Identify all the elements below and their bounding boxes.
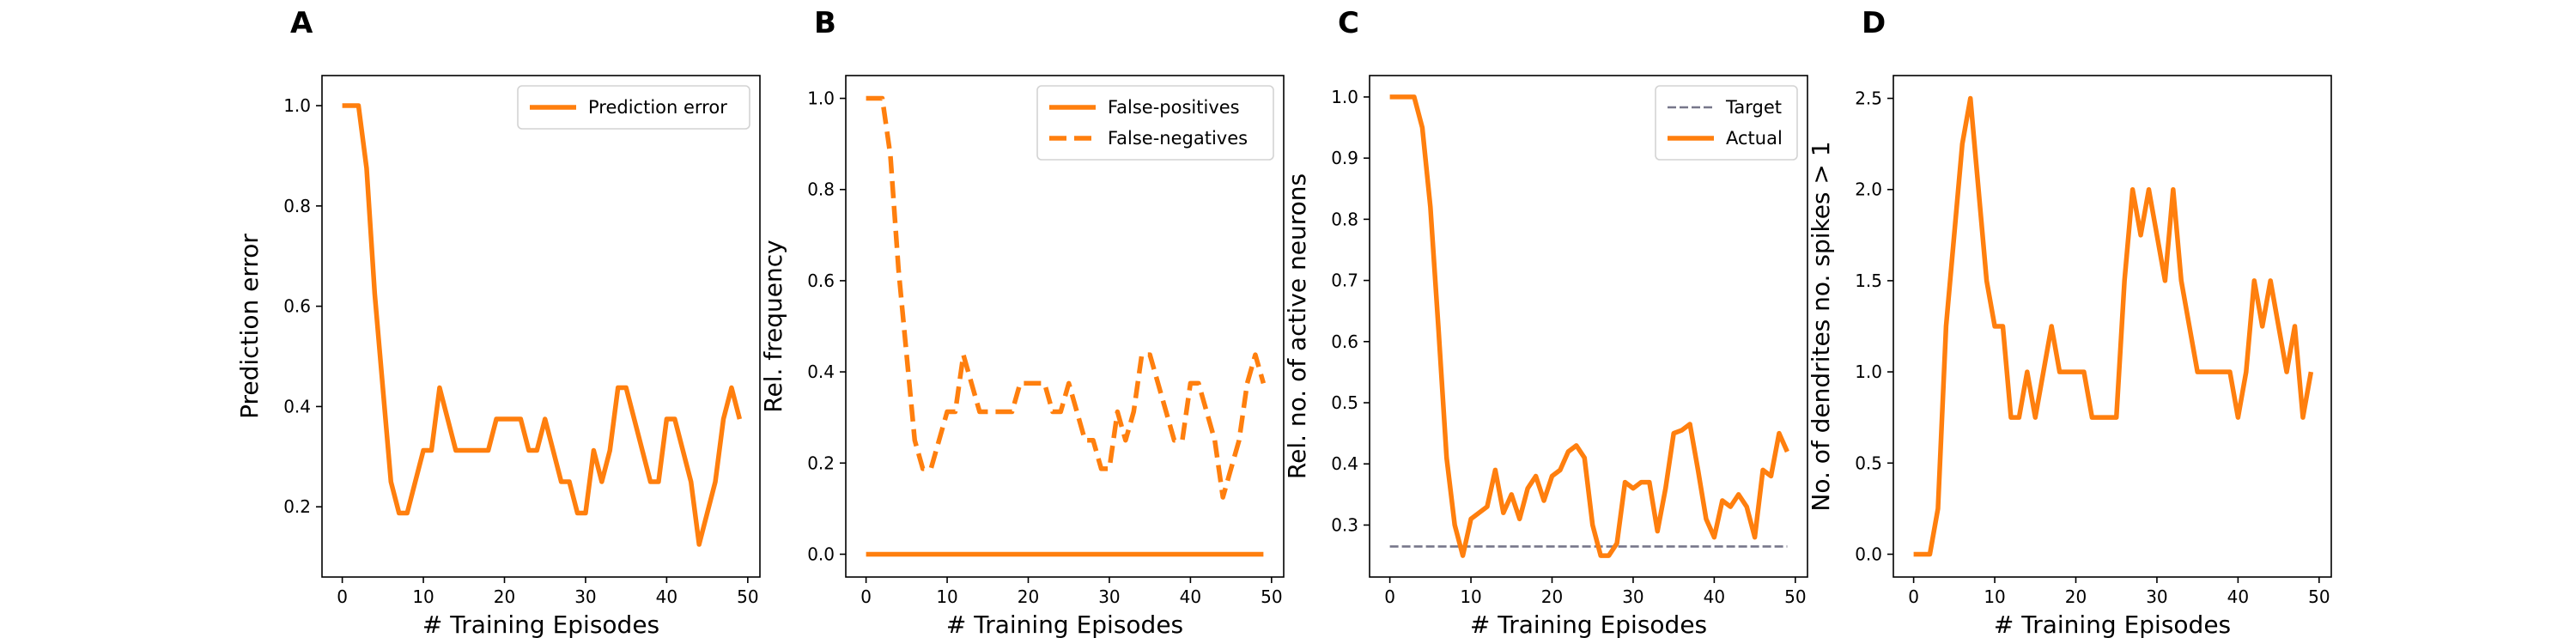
x-tick-label: 50 — [737, 586, 758, 607]
y-axis-label: No. of dendrites no. spikes > 1 — [1807, 141, 1835, 511]
x-tick-label: 20 — [494, 586, 515, 607]
y-tick-label: 0.6 — [283, 296, 311, 317]
y-tick-label: 0.2 — [807, 453, 835, 473]
x-tick-label: 50 — [1784, 586, 1806, 607]
y-tick-label: 1.0 — [283, 95, 311, 116]
y-tick-label: 1.0 — [1331, 87, 1358, 107]
axes-frame — [845, 75, 1285, 578]
panel-b: B 0 10 20 30 40 50 0.0 0.2 0.4 0.6 0.8 1.0 # Training… — [759, 6, 1285, 639]
y-tick-label: 0.3 — [1331, 514, 1358, 535]
x-axis-label: # Training Episodes — [422, 611, 659, 639]
y-tick-label: 0.8 — [283, 196, 311, 216]
x-tick-label: 10 — [1460, 586, 1481, 607]
x-tick-label: 0 — [1384, 586, 1395, 607]
y-tick-label: 0.0 — [1855, 544, 1882, 564]
y-tick-label: 0.4 — [807, 361, 835, 382]
x-tick-label: 30 — [1098, 586, 1120, 607]
y-tick-label: 0.9 — [1331, 148, 1358, 168]
series-false-negatives — [866, 95, 1267, 500]
legend-box — [1655, 85, 1798, 161]
x-tick-label: 20 — [1541, 586, 1563, 607]
x-tick-label: 30 — [1622, 586, 1643, 607]
y-tick-label: 0.6 — [1331, 331, 1358, 352]
y-tick-label: 2.5 — [1855, 88, 1882, 109]
x-tick-label: 30 — [2146, 586, 2167, 607]
panel-a: A 0 10 20 30 40 50 0.2 0.4 0.6 0.8 1.0 # Training Ep… — [235, 6, 761, 639]
y-tick-label: 0.4 — [283, 396, 311, 416]
x-tick-label: 40 — [2227, 586, 2249, 607]
x-tick-label: 20 — [2065, 586, 2087, 607]
panel-letter: B — [814, 6, 836, 40]
panel-letter: A — [290, 6, 313, 40]
y-axis-label: Prediction error — [235, 234, 264, 419]
legend-label: Target — [1725, 97, 1782, 118]
y-tick-label: 0.5 — [1855, 453, 1882, 473]
x-tick-label: 40 — [1180, 586, 1201, 607]
legend-label: False-negatives — [1108, 128, 1248, 149]
legend: Prediction error — [517, 85, 750, 130]
legend: Target Actual — [1655, 85, 1798, 161]
series-actual — [1389, 94, 1789, 558]
y-axis-label: Rel. no. of active neurons — [1283, 173, 1311, 479]
x-tick-label: 10 — [936, 586, 957, 607]
y-tick-label: 0.7 — [1331, 270, 1358, 291]
x-tick-label: 10 — [412, 586, 434, 607]
axes-frame — [321, 75, 761, 578]
x-axis-label: # Training Episodes — [946, 611, 1183, 639]
panel-letter: D — [1862, 6, 1886, 40]
x-tick-label: 30 — [574, 586, 596, 607]
panel-d: D 0 10 20 30 40 50 0.0 0.5 1.0 1.5 2.0 2.5 # Training… — [1807, 6, 2332, 639]
x-axis-label: # Training Episodes — [1994, 611, 2231, 639]
y-tick-label: 1.5 — [1855, 270, 1882, 291]
y-axis-label: Rel. frequency — [759, 240, 787, 412]
x-tick-label: 0 — [1908, 586, 1919, 607]
y-tick-label: 0.2 — [283, 496, 311, 517]
x-tick-label: 0 — [860, 586, 872, 607]
y-tick-label: 0.0 — [807, 544, 835, 564]
legend-label: Prediction error — [588, 97, 727, 118]
axes-frame — [1369, 75, 1808, 578]
series-prediction-error — [342, 103, 743, 547]
legend-label: False-positives — [1108, 97, 1240, 118]
legend: False-positives False-negatives — [1036, 85, 1274, 161]
y-tick-label: 1.0 — [807, 88, 835, 109]
panel-c: C 0 10 20 30 40 50 0.3 0.4 0.5 0.6 0.7 0.8 0.9 1.0 # Tr… — [1283, 6, 1808, 639]
y-tick-label: 2.0 — [1855, 179, 1882, 200]
x-tick-label: 20 — [1018, 586, 1039, 607]
y-tick-label: 0.8 — [807, 179, 835, 200]
x-tick-label: 50 — [2308, 586, 2330, 607]
x-tick-label: 50 — [1261, 586, 1282, 607]
y-tick-label: 1.0 — [1855, 361, 1882, 382]
y-tick-label: 0.4 — [1331, 453, 1358, 474]
x-tick-label: 0 — [337, 586, 348, 607]
y-tick-label: 0.8 — [1331, 209, 1358, 229]
panel-letter: C — [1338, 6, 1359, 40]
legend-box — [1036, 85, 1274, 161]
x-tick-label: 10 — [1984, 586, 2005, 607]
x-tick-label: 40 — [1704, 586, 1725, 607]
series-line — [1913, 95, 2314, 557]
axes-frame — [1893, 75, 2332, 578]
y-tick-label: 0.6 — [807, 270, 835, 291]
x-axis-label: # Training Episodes — [1470, 611, 1707, 639]
y-tick-label: 0.5 — [1331, 392, 1358, 413]
legend-label: Actual — [1726, 128, 1783, 149]
x-tick-label: 40 — [656, 586, 677, 607]
legend-box — [517, 85, 750, 130]
